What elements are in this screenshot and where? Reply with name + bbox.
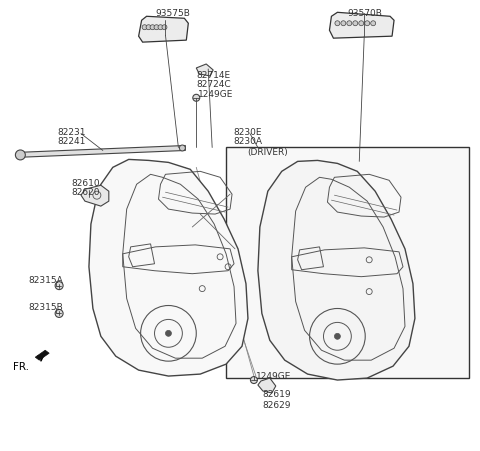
Polygon shape	[196, 65, 213, 77]
Polygon shape	[258, 378, 276, 393]
Text: 82714E: 82714E	[196, 71, 230, 80]
Polygon shape	[139, 17, 188, 43]
Circle shape	[335, 334, 340, 340]
Circle shape	[146, 26, 151, 31]
Polygon shape	[89, 160, 248, 376]
Text: 8230E: 8230E	[233, 127, 262, 136]
Text: 82620: 82620	[71, 188, 99, 197]
Text: 82619: 82619	[263, 389, 291, 398]
Polygon shape	[16, 146, 185, 158]
Circle shape	[142, 26, 147, 31]
Text: 82629: 82629	[263, 400, 291, 409]
Polygon shape	[329, 13, 394, 39]
Text: (DRIVER): (DRIVER)	[247, 148, 288, 157]
Circle shape	[365, 22, 370, 27]
Text: 1249GE: 1249GE	[198, 90, 234, 99]
Circle shape	[55, 310, 63, 318]
Circle shape	[353, 22, 358, 27]
Text: 82315B: 82315B	[28, 302, 63, 311]
Bar	[226, 148, 468, 378]
Circle shape	[15, 151, 25, 161]
Circle shape	[166, 331, 171, 336]
Polygon shape	[81, 186, 109, 207]
Circle shape	[347, 22, 352, 27]
Text: 82724C: 82724C	[196, 80, 231, 89]
Circle shape	[193, 95, 200, 102]
Circle shape	[180, 146, 185, 152]
Text: 82231: 82231	[57, 127, 85, 136]
Circle shape	[251, 377, 257, 384]
Circle shape	[341, 22, 346, 27]
Polygon shape	[35, 350, 49, 360]
Circle shape	[371, 22, 376, 27]
Text: 93570B: 93570B	[348, 9, 382, 18]
Circle shape	[55, 282, 63, 290]
Text: 1249GE: 1249GE	[256, 371, 291, 380]
Circle shape	[162, 26, 167, 31]
Circle shape	[359, 22, 364, 27]
Text: 82610: 82610	[71, 179, 100, 188]
Text: FR.: FR.	[13, 361, 29, 371]
Circle shape	[335, 22, 340, 27]
Text: 82241: 82241	[57, 136, 85, 145]
Circle shape	[154, 26, 159, 31]
Text: 82315A: 82315A	[28, 275, 63, 284]
Circle shape	[150, 26, 155, 31]
Text: 93575B: 93575B	[156, 9, 191, 18]
Polygon shape	[258, 161, 415, 380]
Circle shape	[158, 26, 163, 31]
Text: 8230A: 8230A	[233, 136, 262, 145]
